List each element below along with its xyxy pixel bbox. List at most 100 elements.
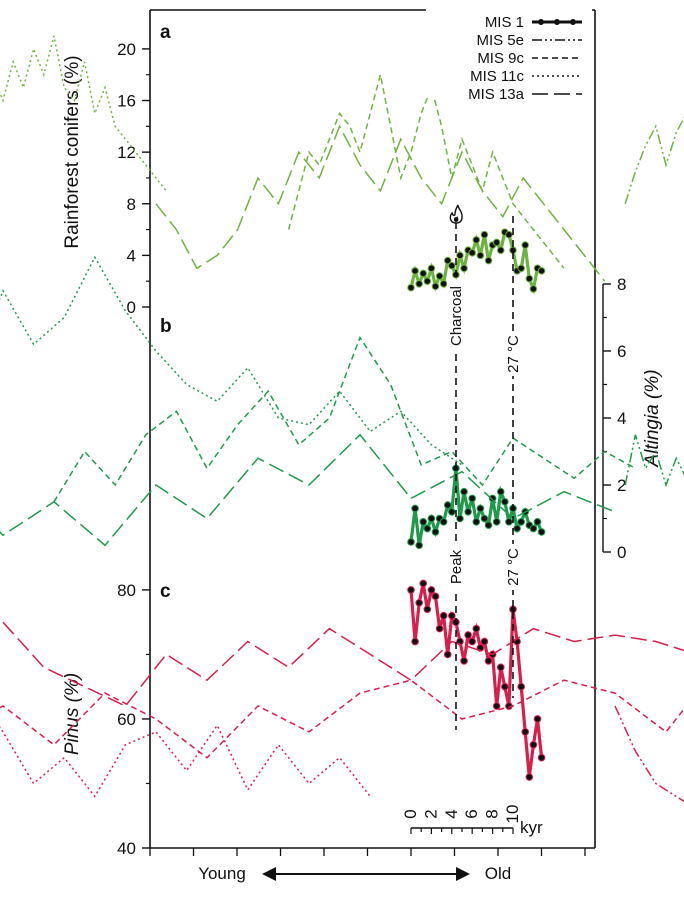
peak-label-bg — [447, 543, 465, 591]
point-c-1 — [411, 637, 419, 646]
legend-label-3: MIS 11c — [470, 68, 524, 85]
point-b-19 — [484, 521, 493, 530]
panel-b-letter: b — [160, 316, 172, 337]
series-layer — [0, 35, 684, 803]
temp-label-c: 27 °C — [505, 548, 522, 586]
y-tick-label-b-0: 0 — [617, 543, 626, 562]
y-tick-label-a-0: 0 — [127, 298, 136, 317]
series-b-mis-5e — [624, 434, 684, 488]
point-c-4 — [423, 605, 432, 614]
point-a-30 — [529, 285, 538, 293]
kyr-tick-label-2: 4 — [442, 809, 461, 818]
point-a-21 — [492, 238, 501, 247]
point-a-5 — [427, 264, 436, 273]
series-a-mis-11c — [0, 35, 167, 192]
point-b-0 — [407, 538, 415, 546]
point-b-24 — [505, 518, 513, 526]
point-a-22 — [496, 246, 505, 255]
series-c-mis-9c — [0, 679, 684, 759]
point-a-13 — [460, 264, 468, 273]
temp-label-b: 27 °C — [505, 335, 522, 373]
series-a-mis-5e — [624, 116, 684, 205]
point-a-17 — [476, 251, 485, 260]
series-b-mis-1 — [409, 468, 544, 546]
panel-a-ylabel: Rainforest conifers (%) — [62, 55, 83, 248]
point-a-12 — [456, 251, 464, 260]
point-c-9 — [443, 650, 452, 659]
y-tick-label-c-2: 80 — [117, 581, 136, 600]
point-b-21 — [492, 518, 501, 526]
point-a-18 — [480, 230, 489, 239]
series-a-mis-9c — [287, 74, 565, 269]
point-c-28 — [521, 728, 530, 736]
point-b-17 — [476, 504, 485, 513]
panel-b-y-axis: 0 2 4 6 8 — [603, 275, 626, 562]
point-c-13 — [460, 657, 468, 665]
panel-a-letter: a — [160, 22, 171, 43]
point-a-24 — [505, 230, 513, 239]
old-label: Old — [485, 864, 511, 883]
point-b-20 — [488, 494, 497, 503]
point-b-12 — [456, 514, 464, 523]
point-b-8 — [439, 518, 448, 526]
kyr-tick-label-3: 6 — [462, 809, 481, 818]
point-b-9 — [443, 501, 452, 509]
point-b-5 — [427, 514, 436, 523]
panel-a-y-axis: 0 4 8 12 16 20 — [117, 40, 150, 317]
y-tick-label-a-5: 20 — [117, 40, 136, 59]
kyr-tick-label-0: 0 — [401, 809, 420, 818]
point-c-31 — [533, 715, 542, 723]
panel-b-ylabel: Altingia (%) — [642, 369, 663, 467]
point-b-22 — [496, 487, 505, 496]
fire-icon — [449, 204, 463, 224]
y-tick-label-a-1: 4 — [127, 246, 136, 265]
point-a-27 — [517, 264, 525, 273]
legend-swatch-dot-2 — [570, 19, 576, 25]
legend-label-1: MIS 5e — [476, 32, 524, 49]
point-b-30 — [529, 524, 538, 533]
bottom-axis-ticks — [149, 848, 586, 856]
point-b-3 — [419, 518, 428, 526]
temp-label-c-bg — [504, 544, 522, 590]
point-c-27 — [517, 682, 525, 691]
panel-c-letter: c — [160, 581, 171, 602]
y-tick-label-a-3: 12 — [117, 143, 136, 162]
point-c-8 — [439, 611, 448, 620]
point-c-21 — [492, 702, 501, 710]
legend-label-4: MIS 13a — [468, 86, 525, 103]
age-arrow-left-head — [262, 867, 276, 881]
point-c-0 — [407, 586, 415, 594]
point-a-0 — [407, 283, 415, 292]
point-a-4 — [423, 277, 432, 285]
point-a-32 — [537, 267, 546, 275]
series-c-mis-5e — [614, 705, 684, 803]
point-b-4 — [423, 524, 432, 533]
point-a-16 — [472, 236, 481, 244]
point-b-27 — [517, 518, 525, 526]
point-c-10 — [448, 611, 456, 620]
point-b-16 — [472, 518, 481, 526]
series-c-mis-13a — [2, 621, 684, 707]
point-a-8 — [439, 279, 448, 288]
point-a-15 — [468, 249, 477, 257]
legend-swatch-dot-0 — [538, 19, 544, 25]
kyr-unit-label: kyr — [520, 818, 543, 837]
point-c-19 — [484, 657, 493, 665]
age-arrow-right-head — [456, 867, 470, 881]
point-a-3 — [419, 269, 428, 278]
kyr-tick-label-4: 8 — [483, 809, 502, 818]
point-c-7 — [435, 624, 444, 633]
y-tick-label-a-2: 8 — [127, 195, 136, 214]
panel-c-y-axis: 40 60 80 — [117, 581, 150, 858]
series-a-mis-13a — [155, 124, 606, 282]
point-c-2 — [415, 599, 423, 607]
y-tick-label-c-0: 40 — [117, 839, 136, 858]
point-c-30 — [529, 740, 538, 749]
y-tick-label-b-2: 4 — [617, 409, 626, 428]
panel-c-ylabel: Pinus (%) — [62, 673, 83, 755]
y-tick-label-b-1: 2 — [617, 476, 626, 495]
y-tick-label-a-4: 16 — [117, 92, 136, 111]
y-tick-label-c-1: 60 — [117, 710, 136, 729]
